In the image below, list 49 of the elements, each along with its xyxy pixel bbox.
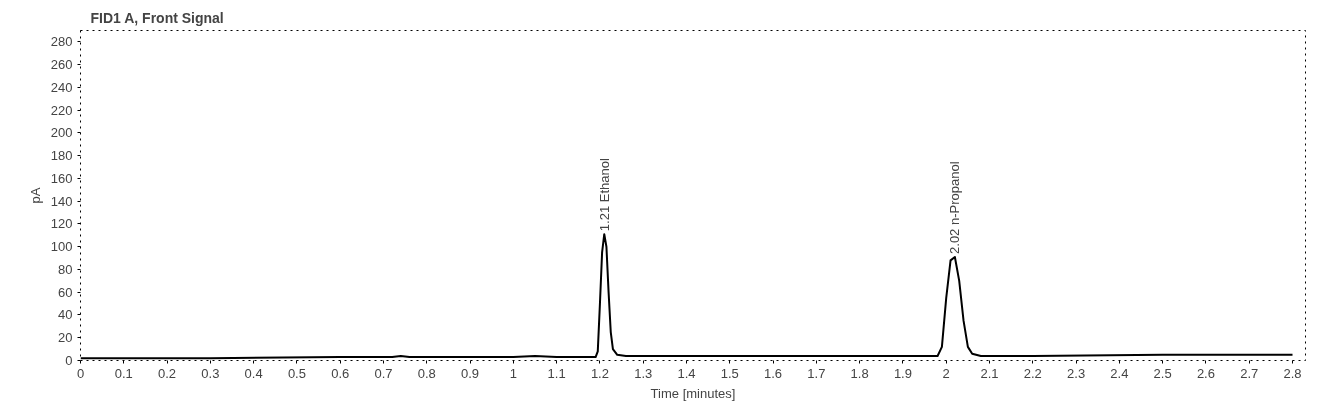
x-tick-label: 1.4 <box>677 365 696 381</box>
y-tick-label: 0 <box>65 353 73 368</box>
y-tick-label: 80 <box>58 261 73 277</box>
y-tick-label: 200 <box>50 125 73 141</box>
x-tick-label: 1.5 <box>720 365 739 381</box>
x-tick-label: 1.8 <box>850 365 869 381</box>
y-tick-label: 240 <box>50 79 73 95</box>
x-tick-label: 2.8 <box>1283 365 1302 381</box>
x-tick-label: 0.2 <box>158 365 177 381</box>
y-tick-label: 20 <box>58 330 73 346</box>
y-tick-label: 260 <box>50 57 73 73</box>
annotation: 2.02 n-Propanol <box>947 161 963 254</box>
x-tick-label: 0.9 <box>461 365 480 381</box>
y-tick-label: 60 <box>58 284 73 300</box>
x-tick-label: 2.6 <box>1196 365 1215 381</box>
x-tick-label: 0.6 <box>331 365 350 381</box>
annotation: 1.21 Ethanol <box>596 158 612 232</box>
x-tick-label: 2.7 <box>1240 365 1259 381</box>
x-tick-label: 0.1 <box>114 365 133 381</box>
y-tick-label: 140 <box>50 193 73 209</box>
x-tick-label: 1 <box>509 365 517 381</box>
y-tick-label: 280 <box>50 34 73 50</box>
x-tick-label: 1.2 <box>590 365 609 381</box>
x-tick-label: 1.3 <box>634 365 653 381</box>
y-tick-label: 100 <box>50 239 73 255</box>
x-tick-label: 2.5 <box>1153 365 1172 381</box>
chart-title: FID1 A, Front Signal <box>90 9 224 26</box>
x-tick-label: 0.7 <box>374 365 393 381</box>
x-tick-label: 1.9 <box>893 365 912 381</box>
x-axis-title: Time [minutes] <box>650 385 736 401</box>
y-tick-label: 120 <box>50 216 73 232</box>
x-tick-label: 0 <box>76 365 85 381</box>
x-tick-label: 2 <box>942 365 950 381</box>
x-tick-label: 2.4 <box>1110 365 1129 381</box>
x-tick-label: 2.3 <box>1067 365 1086 381</box>
x-tick-label: 0.5 <box>287 365 306 381</box>
x-tick-label: 1.7 <box>807 365 826 381</box>
x-tick-label: 2.2 <box>1023 365 1042 381</box>
y-axis-title: pA <box>27 187 43 204</box>
y-tick-label: 160 <box>50 170 73 186</box>
y-tick-label: 220 <box>50 102 73 118</box>
x-tick-label: 0.4 <box>244 365 263 381</box>
y-tick-label: 40 <box>58 307 73 323</box>
x-tick-label: 1.6 <box>764 365 783 381</box>
x-tick-label: 2.1 <box>980 365 999 381</box>
x-tick-label: 0.3 <box>201 365 220 381</box>
x-tick-label: 1.1 <box>547 365 566 381</box>
x-tick-label: 0.8 <box>417 365 436 381</box>
y-tick-label: 180 <box>50 148 73 164</box>
